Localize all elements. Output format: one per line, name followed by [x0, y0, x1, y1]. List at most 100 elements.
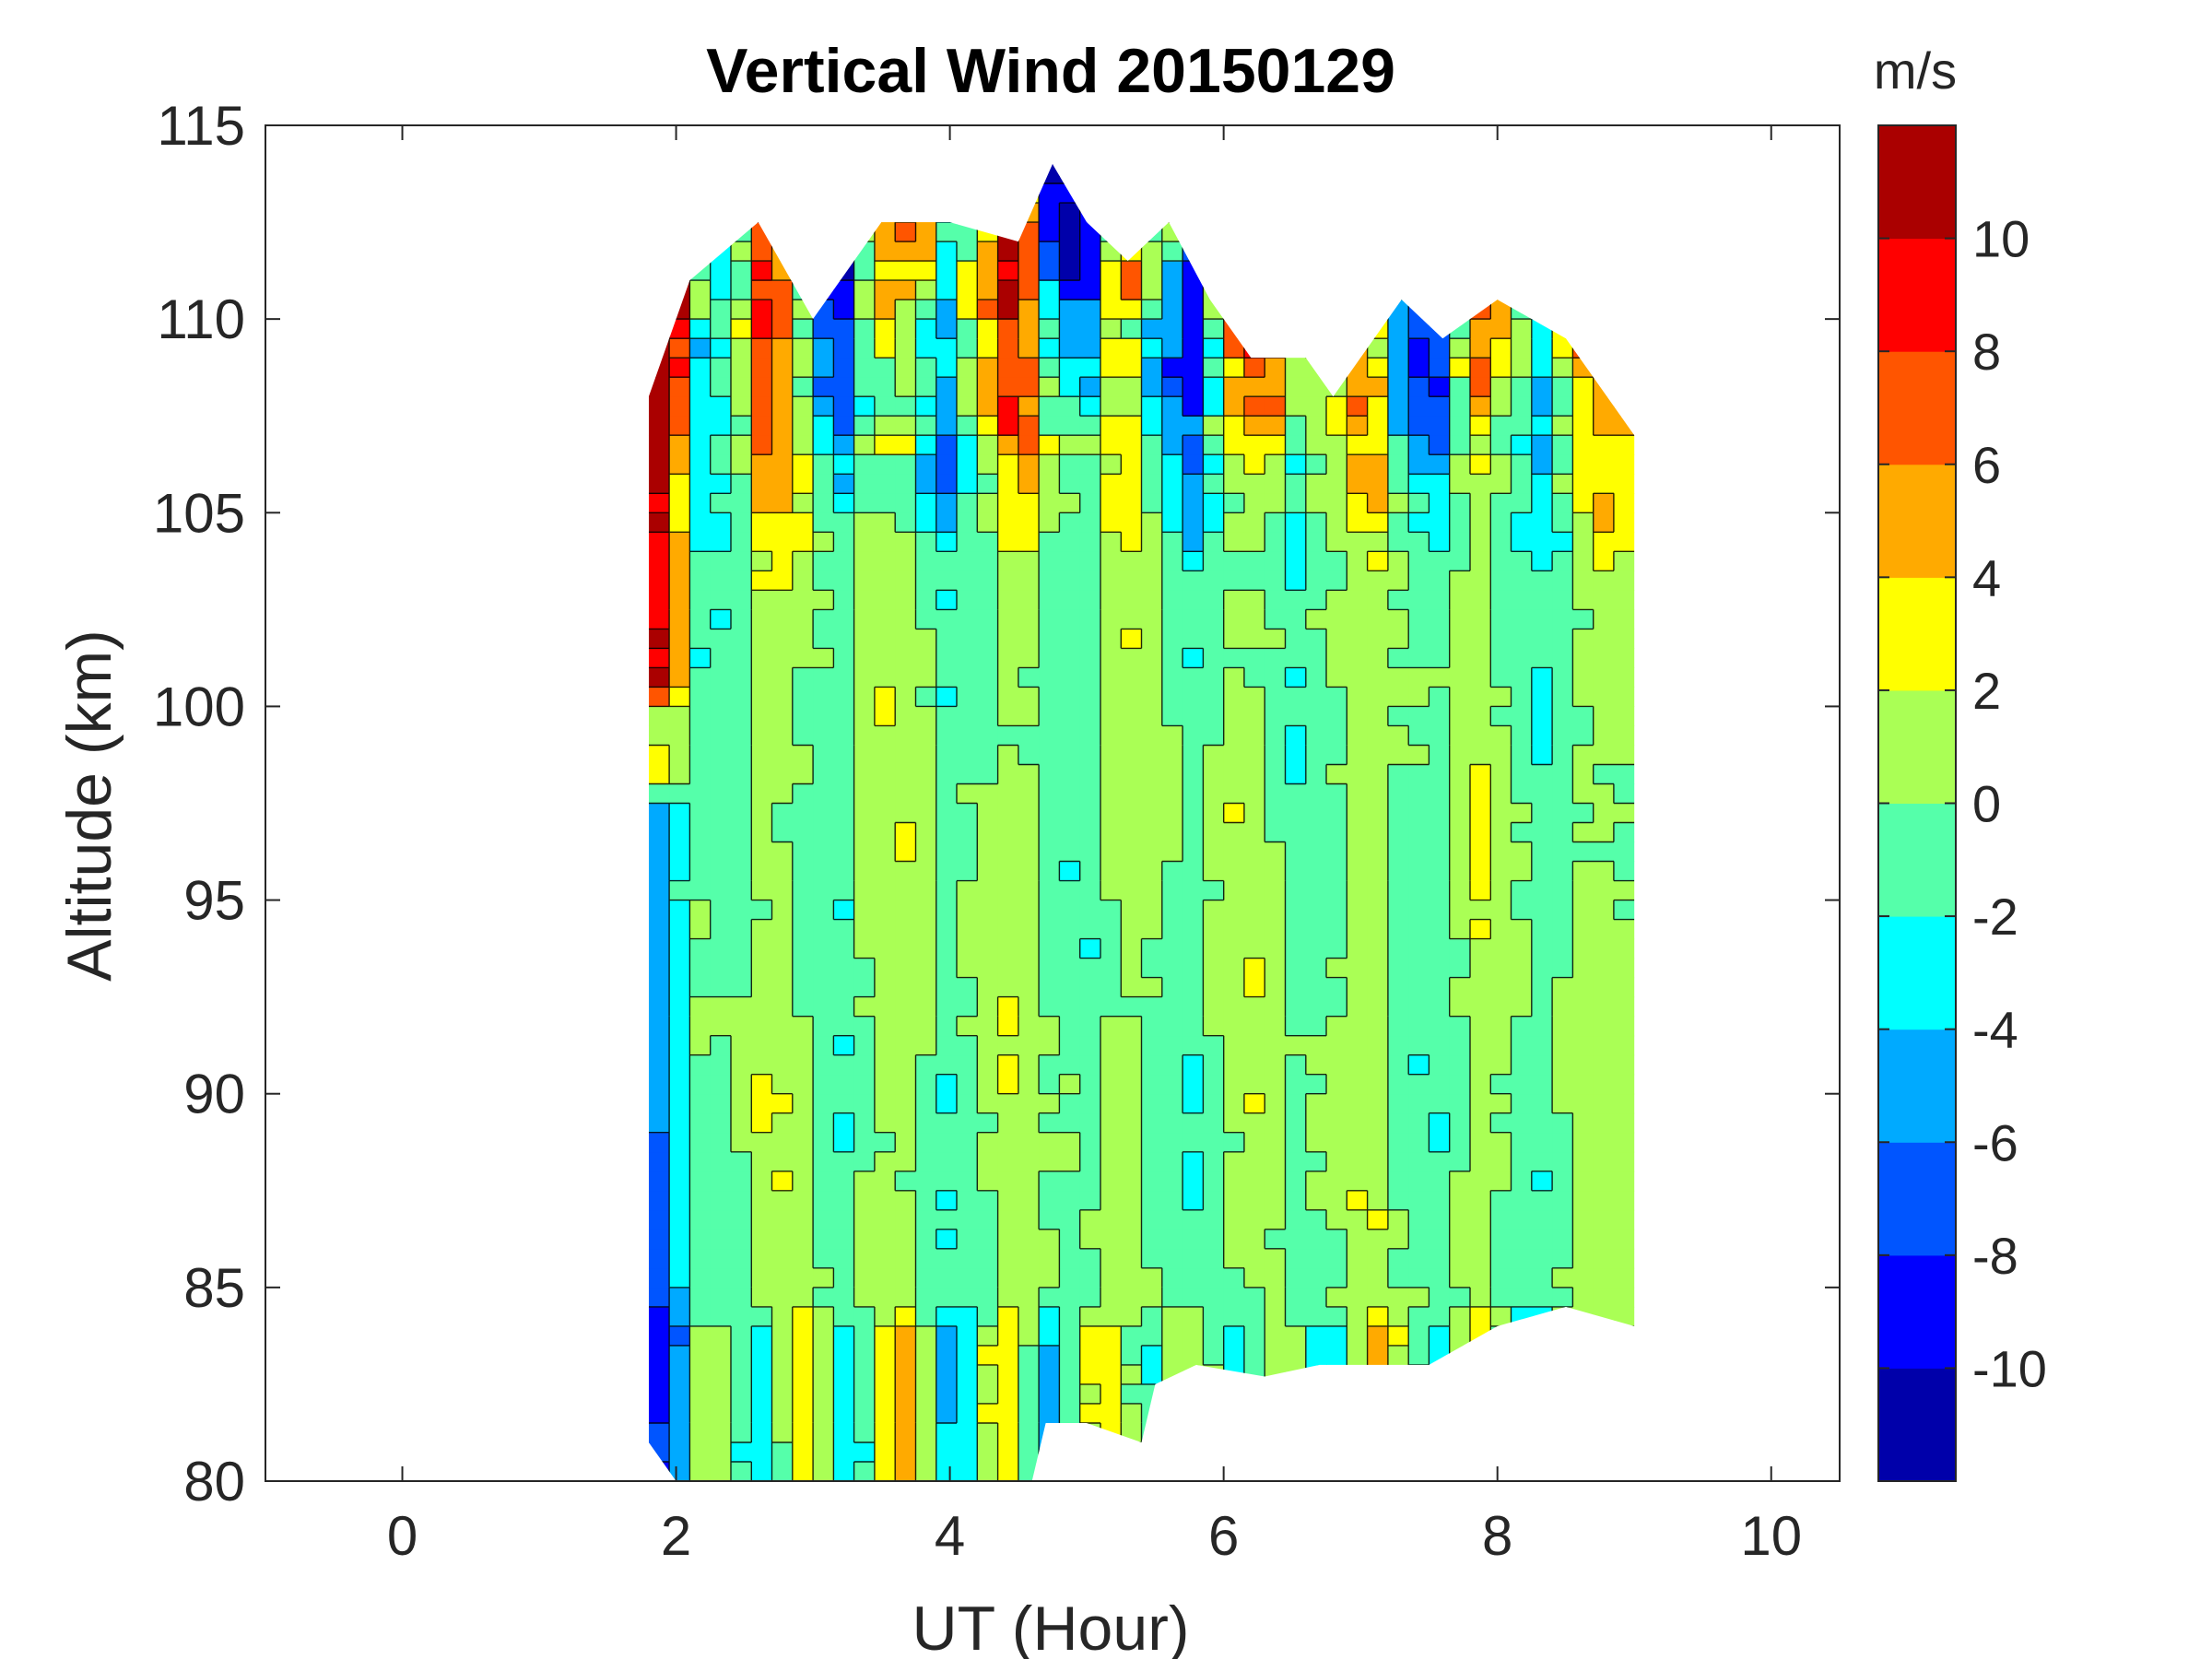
contour-cell — [751, 609, 773, 629]
contour-cell — [1265, 532, 1287, 552]
contour-cell — [1161, 841, 1183, 863]
contour-cell — [792, 571, 814, 591]
contour-cell — [1387, 1209, 1409, 1230]
contour-cell — [895, 571, 917, 591]
contour-cell — [771, 1054, 794, 1076]
contour-cell — [1141, 358, 1163, 378]
contour-cell — [1018, 493, 1040, 513]
contour-cell — [935, 1209, 958, 1230]
contour-cell — [1470, 822, 1491, 843]
contour-cell — [1141, 1112, 1163, 1134]
contour-cell — [669, 1132, 690, 1153]
contour-cell — [915, 1112, 937, 1134]
contour-cell — [1079, 861, 1101, 882]
contour-cell — [1079, 377, 1101, 397]
contour-cell — [1305, 1267, 1327, 1288]
contour-cell — [710, 1423, 732, 1443]
contour-cell — [1470, 861, 1491, 882]
contour-cell — [1203, 764, 1225, 785]
contour-cell — [915, 958, 937, 979]
contour-cell — [1059, 532, 1081, 552]
contour-cell — [1593, 667, 1615, 688]
contour-cell — [1018, 629, 1040, 649]
contour-cell — [1039, 358, 1060, 378]
contour-cell — [813, 1267, 834, 1288]
contour-cell — [751, 396, 773, 417]
contour-cell — [1449, 629, 1471, 649]
contour-cell — [1203, 1325, 1225, 1347]
contour-cell — [1100, 1209, 1122, 1230]
contour-cell — [1552, 1074, 1573, 1095]
contour-cell — [1059, 609, 1081, 629]
contour-cell — [669, 745, 690, 766]
contour-cell — [1429, 454, 1451, 475]
contour-cell — [751, 764, 773, 785]
contour-cell — [731, 1093, 752, 1114]
contour-cell — [853, 919, 876, 940]
contour-cell — [874, 1287, 896, 1308]
contour-cell — [771, 609, 794, 629]
contour-cell — [710, 687, 732, 707]
contour-cell — [1347, 512, 1369, 533]
contour-cell — [977, 667, 999, 688]
contour-cell — [1121, 1229, 1143, 1250]
contour-cell — [915, 416, 937, 436]
contour-cell — [689, 454, 712, 475]
contour-cell — [957, 880, 978, 901]
contour-cell — [710, 880, 732, 901]
contour-cell — [874, 1093, 896, 1114]
colorbar-segment — [1878, 1142, 1956, 1256]
contour-cell — [689, 396, 712, 417]
contour-cell — [1572, 454, 1594, 475]
contour-cell — [771, 629, 794, 649]
contour-cell — [1243, 803, 1265, 824]
contour-cell — [1203, 358, 1225, 378]
contour-cell — [1265, 1248, 1287, 1269]
contour-cell — [1408, 1267, 1430, 1288]
contour-cell — [1387, 474, 1409, 494]
contour-cell — [1367, 1190, 1389, 1211]
contour-cell — [751, 1325, 773, 1347]
contour-cell — [1449, 687, 1471, 707]
contour-cell — [1305, 706, 1327, 726]
contour-cell — [833, 454, 855, 475]
contour-cell — [1059, 1016, 1081, 1037]
contour-cell — [1326, 900, 1347, 921]
contour-cell — [1100, 571, 1122, 591]
contour-cell — [935, 338, 958, 359]
contour-cell — [977, 1364, 999, 1385]
contour-cell — [915, 861, 937, 882]
contour-cell — [792, 783, 814, 805]
contour-cell — [915, 648, 937, 668]
contour-cell — [1387, 706, 1409, 726]
contour-cell — [1161, 1132, 1183, 1153]
contour-cell — [1429, 1209, 1451, 1230]
contour-cell — [833, 783, 855, 805]
contour-cell — [689, 551, 712, 571]
contour-cell — [935, 1171, 958, 1192]
contour-cell — [1490, 1171, 1512, 1192]
contour-cell — [874, 532, 896, 552]
contour-cell — [1613, 512, 1635, 533]
contour-cell — [1059, 338, 1081, 359]
contour-cell — [935, 532, 958, 552]
contour-cell — [813, 1383, 834, 1405]
contour-cell — [813, 358, 834, 378]
contour-cell — [648, 900, 670, 921]
contour-cell — [1387, 1112, 1409, 1134]
contour-cell — [957, 1093, 978, 1114]
contour-cell — [1161, 396, 1183, 417]
contour-cell — [1470, 1112, 1491, 1134]
contour-cell — [731, 1345, 752, 1366]
contour-cell — [833, 1364, 855, 1385]
contour-cell — [997, 377, 1019, 397]
contour-cell — [915, 1345, 937, 1366]
contour-cell — [1039, 667, 1060, 688]
contour-cell — [813, 1403, 834, 1424]
contour-cell — [689, 1209, 712, 1230]
contour-cell — [1100, 358, 1122, 378]
contour-cell — [1305, 880, 1327, 901]
contour-cell — [935, 1345, 958, 1366]
contour-cell — [1243, 687, 1265, 707]
contour-cell — [1449, 1287, 1471, 1308]
